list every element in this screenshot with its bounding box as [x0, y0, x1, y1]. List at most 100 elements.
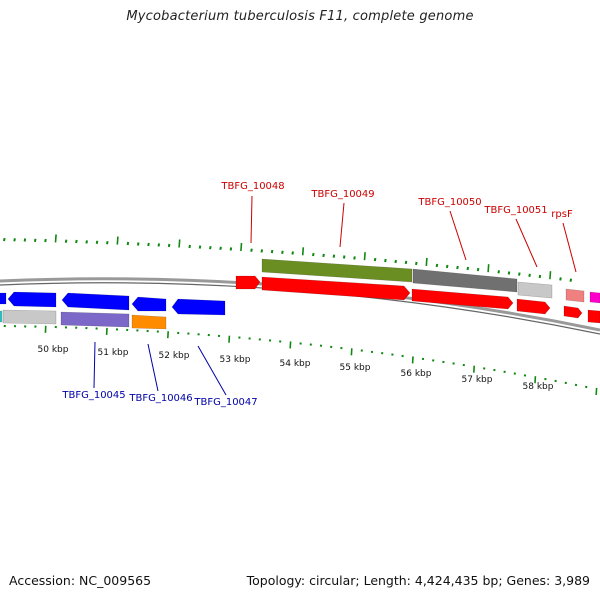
- scale-label: 52 kbp: [159, 351, 190, 361]
- gene-block-orange: [131, 314, 167, 330]
- tick-mark: [13, 238, 16, 242]
- tick-mark: [332, 254, 336, 258]
- tick-mark: [188, 244, 191, 249]
- tick-mark: [157, 243, 161, 247]
- tick-mark: [518, 272, 521, 276]
- tick-mark: [404, 260, 408, 265]
- gene-arrow-blue: [61, 292, 130, 311]
- scale-label: 56 kbp: [401, 369, 432, 379]
- tick-mark: [209, 246, 212, 250]
- gene-arrow-red: [587, 309, 600, 324]
- tick-mark: [147, 242, 150, 247]
- gene-arrow-red: [563, 305, 583, 319]
- gene-block-magenta: [589, 291, 600, 304]
- gene-block-olive: [261, 258, 413, 283]
- outer-tick-marks: [3, 234, 573, 282]
- tick-mark: [353, 256, 356, 260]
- tick-mark: [178, 239, 181, 248]
- tick-mark: [126, 241, 130, 246]
- tick-mark: [75, 239, 78, 244]
- callout-line: [449, 210, 467, 261]
- gene-arrow-red: [235, 275, 261, 290]
- tick-mark: [219, 246, 222, 250]
- scale-label: 58 kbp: [523, 382, 554, 392]
- tick-mark: [322, 253, 325, 258]
- scale-label: 50 kbp: [38, 345, 69, 355]
- tick-mark: [507, 271, 511, 275]
- tick-mark: [445, 264, 449, 269]
- tick-mark: [476, 267, 480, 272]
- tick-mark: [54, 234, 57, 243]
- gene-block-cyan: [0, 310, 3, 323]
- gene-arrow-blue: [7, 291, 57, 308]
- callout-line: [197, 345, 227, 396]
- tick-mark: [538, 274, 542, 279]
- tick-mark: [301, 247, 305, 256]
- genome-summary: Topology: circular; Length: 4,424,435 bp…: [246, 573, 590, 588]
- scale-label: 57 kbp: [462, 375, 493, 385]
- tick-mark: [312, 252, 315, 257]
- gene-callouts: TBFG_10048 TBFG_10049 TBFG_10050TBFG_10051…: [61, 181, 577, 408]
- tick-mark: [240, 242, 243, 252]
- tick-mark: [167, 243, 171, 248]
- tick-mark: [415, 261, 418, 266]
- callout-line: [147, 343, 159, 392]
- gene-label-TBFG_10048: TBFG_10048: [220, 181, 284, 192]
- gene-label-TBFG_10046: TBFG_10046: [128, 393, 192, 404]
- tick-mark: [95, 240, 99, 244]
- tick-mark: [106, 241, 109, 245]
- gene-block-dark-gray: [412, 268, 518, 293]
- scale-tick-marks: [3, 324, 598, 395]
- gene-arrow-red: [261, 276, 411, 301]
- tick-mark: [85, 240, 88, 244]
- tick-mark: [559, 277, 562, 281]
- tick-mark: [33, 238, 37, 242]
- gene-arrow-red: [516, 298, 551, 315]
- tick-mark: [425, 257, 428, 266]
- gene-block-salmon: [565, 288, 585, 303]
- gene-features: [0, 258, 600, 330]
- tick-mark: [394, 259, 397, 264]
- tick-mark: [64, 239, 68, 243]
- gene-label-TBFG_10045: TBFG_10045: [61, 390, 125, 401]
- tick-mark: [44, 238, 47, 243]
- gene-arrow-red: [411, 288, 514, 310]
- tick-mark: [373, 257, 377, 262]
- gene-block-purple: [60, 311, 130, 328]
- callout-line: [562, 222, 577, 273]
- tick-mark: [281, 250, 284, 254]
- tick-mark: [3, 237, 6, 242]
- tick-mark: [250, 248, 253, 252]
- gene-arrow-blue: [131, 296, 167, 312]
- scale-label: 51 kbp: [98, 348, 129, 358]
- callout-line: [515, 218, 538, 268]
- callout-line: [93, 341, 96, 389]
- tick-mark: [23, 238, 27, 242]
- tick-mark: [487, 264, 490, 273]
- gene-block-light-gray: [517, 281, 553, 299]
- scale-label: 54 kbp: [280, 359, 311, 369]
- tick-mark: [363, 252, 366, 261]
- scale-label: 55 kbp: [340, 363, 371, 373]
- tick-mark: [270, 249, 274, 254]
- gene-label-rpsF: rpsF: [551, 209, 573, 220]
- gene-arrow-blue: [171, 298, 226, 316]
- callout-line: [339, 202, 345, 248]
- gene-arrow-blue: [0, 292, 7, 305]
- scale-label: 53 kbp: [220, 355, 251, 365]
- tick-mark: [549, 271, 552, 280]
- tick-mark: [528, 273, 531, 277]
- tick-mark: [136, 242, 140, 246]
- gene-label-TBFG_10050: TBFG_10050: [417, 197, 481, 208]
- tick-mark: [384, 258, 387, 263]
- tick-mark: [198, 245, 202, 249]
- tick-mark: [456, 265, 459, 270]
- tick-mark: [435, 263, 439, 268]
- callout-line: [250, 195, 253, 244]
- accession-text: Accession: NC_009565: [9, 573, 152, 588]
- map-title: Mycobacterium tuberculosis F11, complete…: [126, 9, 474, 24]
- gene-label-TBFG_10051: TBFG_10051: [483, 205, 547, 216]
- tick-mark: [260, 249, 264, 253]
- gene-label-TBFG_10047: TBFG_10047: [193, 397, 257, 408]
